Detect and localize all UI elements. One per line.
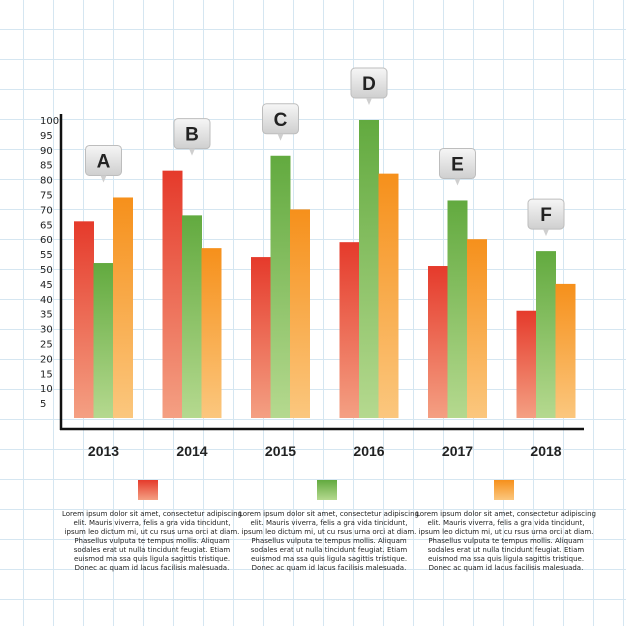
- legend-text-orange: Lorem ipsum dolor sit amet, consectetur …: [416, 510, 596, 572]
- x-tick-label: 2016: [353, 443, 384, 459]
- bar-red-2017: [428, 266, 448, 418]
- legend-swatch-red: [138, 480, 158, 500]
- legend-text-green: Lorem ipsum dolor sit amet, consectetur …: [239, 510, 419, 572]
- x-tick-label: 2015: [265, 443, 296, 459]
- bar-green-2013: [93, 263, 114, 418]
- group-label-bubble: C: [262, 103, 299, 141]
- bar-orange-2017: [467, 239, 487, 418]
- bar-green-2014: [182, 215, 202, 418]
- y-tick-label: 100: [40, 116, 59, 127]
- x-tick-label: 2013: [88, 443, 119, 459]
- y-tick-label: 5: [40, 399, 46, 410]
- group-label-bubble: E: [439, 147, 476, 186]
- bar-green-2015: [270, 155, 291, 418]
- y-tick-label: 45: [40, 280, 53, 291]
- group-label: E: [451, 154, 464, 175]
- bar-orange-2014: [201, 248, 222, 418]
- legend-swatch-orange: [494, 480, 514, 500]
- y-tick-label: 60: [40, 235, 53, 246]
- y-tick-label: 55: [40, 250, 53, 261]
- bar-orange-2018: [555, 283, 576, 418]
- y-tick-label: 65: [40, 220, 53, 231]
- bar-red-2018: [516, 310, 537, 418]
- group-label-bubbles: A B C D E F: [85, 67, 565, 237]
- y-tick-label: 10: [40, 384, 53, 395]
- y-tick-label: 85: [40, 161, 53, 172]
- group-label: D: [362, 74, 376, 95]
- bar-orange-2013: [113, 197, 133, 418]
- group-label-bubble: D: [350, 67, 388, 105]
- bars: [74, 120, 576, 418]
- y-tick-label: 90: [40, 146, 53, 157]
- x-tick-label: 2018: [530, 443, 561, 459]
- bar-orange-2015: [290, 209, 310, 418]
- y-tick-label: 30: [40, 325, 53, 336]
- legend-text-red: Lorem ipsum dolor sit amet, consectetur …: [62, 510, 242, 572]
- y-tick-label: 15: [40, 369, 53, 380]
- group-label: F: [540, 205, 552, 226]
- y-tick-label: 25: [40, 340, 53, 351]
- y-tick-label: 70: [40, 205, 53, 216]
- bar-orange-2016: [378, 173, 399, 418]
- x-axis-labels: 2013 2014 2015 2016 2017 2018: [88, 443, 562, 459]
- group-label: C: [274, 110, 288, 131]
- y-axis-ticks: 5 10 15 20 25 30 35 40 45 50 55 60 65 70 75 80 85 90 95 100: [40, 116, 59, 410]
- bar-red-2014: [162, 170, 183, 418]
- group-label-bubble: B: [173, 118, 211, 156]
- bar-green-2018: [536, 251, 556, 418]
- group-label-bubble: A: [85, 144, 122, 183]
- group-label-bubble: F: [527, 198, 565, 237]
- x-tick-label: 2017: [442, 443, 473, 459]
- y-tick-label: 50: [40, 265, 53, 276]
- bar-green-2017: [447, 200, 468, 418]
- bar-green-2016: [359, 120, 379, 418]
- bar-red-2013: [74, 221, 94, 418]
- x-tick-label: 2014: [176, 443, 207, 459]
- group-label: A: [97, 151, 111, 172]
- y-tick-label: 35: [40, 310, 53, 321]
- bar-chart: 5 10 15 20 25 30 35 40 45 50 55 60 65 70 75 80 85 90 95 100…: [40, 67, 584, 459]
- legend-swatch-green: [317, 480, 337, 500]
- y-tick-label: 95: [40, 131, 53, 142]
- y-tick-label: 20: [40, 354, 53, 365]
- y-tick-label: 80: [40, 176, 53, 187]
- bar-red-2016: [339, 242, 360, 418]
- y-tick-label: 40: [40, 295, 53, 306]
- y-tick-label: 75: [40, 191, 53, 202]
- bar-red-2015: [251, 257, 271, 418]
- group-label: B: [185, 125, 199, 146]
